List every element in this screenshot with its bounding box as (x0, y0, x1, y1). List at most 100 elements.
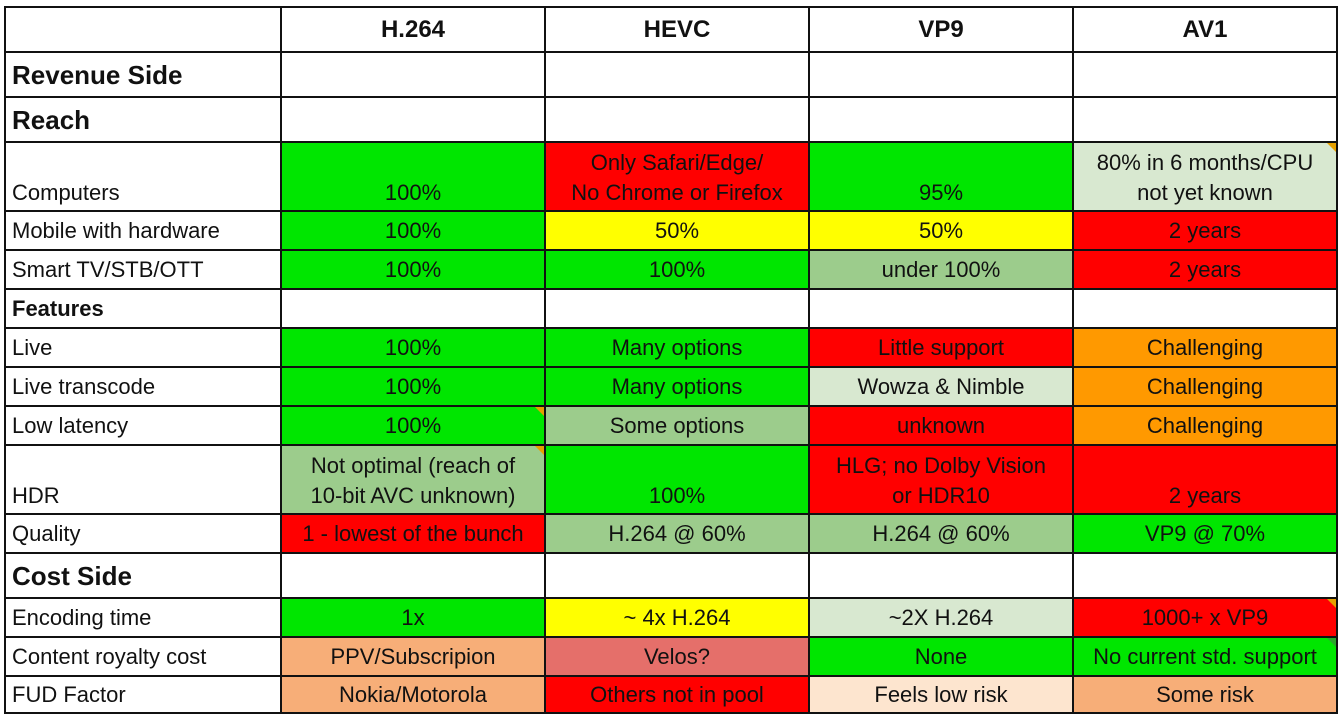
rating-cell: Challenging (1072, 366, 1338, 407)
row-label: Live (4, 327, 282, 368)
rating-cell: Nokia/Motorola (280, 675, 546, 714)
rating-cell: 50% (808, 210, 1074, 251)
cell-text: 100% (648, 483, 706, 508)
rating-cell (808, 288, 1074, 329)
rating-cell: 100% (544, 249, 810, 290)
rating-cell: Only Safari/Edge/ No Chrome or Firefox (544, 141, 810, 212)
rating-cell: under 100% (808, 249, 1074, 290)
table-row: Live transcode 100% Many options Wowza & Ni… (4, 366, 1338, 407)
cell-text: 100% (648, 256, 706, 282)
header-row: H.264 HEVC VP9 AV1 (4, 6, 1338, 53)
row-label: Smart TV/STB/OTT (4, 249, 282, 290)
rating-cell (544, 552, 810, 599)
cell-text: 2 years (1168, 217, 1242, 243)
cell-text: Others not in pool (590, 681, 764, 707)
rating-cell (280, 288, 546, 329)
comment-marker-icon[interactable] (1327, 144, 1335, 152)
cell-text: Not optimal (reach of 10-bit AVC unknown… (310, 453, 516, 508)
row-label: Content royalty cost (4, 636, 282, 677)
row-label: FUD Factor (4, 675, 282, 714)
cell-text: PPV/Subscripion (330, 643, 496, 669)
rating-cell (808, 51, 1074, 98)
cell-text: H.264 @ 60% (608, 520, 746, 546)
rating-cell: H.264 @ 60% (544, 513, 810, 554)
table-row: Cost Side (4, 552, 1338, 599)
rating-cell: 1 - lowest of the bunch (280, 513, 546, 554)
rating-cell: 2 years (1072, 210, 1338, 251)
table-row: Revenue Side (4, 51, 1338, 98)
rating-cell: Some options (544, 405, 810, 446)
rating-cell (808, 552, 1074, 599)
corner-cell (4, 6, 282, 53)
cell-text: Feels low risk (874, 681, 1008, 707)
cell-text: Challenging (1146, 373, 1264, 399)
row-label: Computers (4, 141, 282, 212)
cell-text: unknown (896, 412, 986, 438)
comment-marker-icon[interactable] (535, 408, 543, 416)
rating-cell: PPV/Subscripion (280, 636, 546, 677)
cell-text: VP9 @ 70% (1144, 520, 1266, 546)
row-label: Quality (4, 513, 282, 554)
cell-text: 1 - lowest of the bunch (302, 520, 524, 546)
comment-marker-icon[interactable] (1327, 639, 1335, 647)
cell-text: Nokia/Motorola (339, 681, 487, 707)
rating-cell: Little support (808, 327, 1074, 368)
comment-marker-icon[interactable] (1327, 600, 1335, 608)
rating-cell: 1000+ x VP9 (1072, 597, 1338, 638)
cell-text: 2 years (1168, 256, 1242, 282)
rating-cell: Velos? (544, 636, 810, 677)
cell-text: Little support (878, 334, 1004, 360)
rating-cell: None (808, 636, 1074, 677)
rating-cell: No current std. support (1072, 636, 1338, 677)
rating-cell: 100% (280, 327, 546, 368)
rating-cell (280, 96, 546, 143)
rating-cell: 2 years (1072, 444, 1338, 515)
cell-text: H.264 @ 60% (872, 520, 1010, 546)
rating-cell (1072, 96, 1338, 143)
row-label: HDR (4, 444, 282, 515)
rating-cell: 100% (544, 444, 810, 515)
cell-text: 80% in 6 months/CPU not yet known (1096, 150, 1314, 205)
rating-cell (1072, 552, 1338, 599)
rating-cell (544, 96, 810, 143)
rating-cell (280, 552, 546, 599)
cell-text: ~2X H.264 (888, 604, 994, 630)
table-row: Content royalty cost PPV/Subscripion Velos… (4, 636, 1338, 677)
cell-text: 100% (384, 334, 442, 360)
rating-cell: Wowza & Nimble (808, 366, 1074, 407)
cell-text: None (914, 643, 968, 669)
comment-marker-icon[interactable] (535, 447, 543, 455)
cell-text: No current std. support (1093, 643, 1317, 669)
cell-text: Velos? (643, 643, 711, 669)
row-label: Low latency (4, 405, 282, 446)
rating-cell: 2 years (1072, 249, 1338, 290)
cell-text: 1x (401, 604, 425, 630)
rating-cell: Challenging (1072, 405, 1338, 446)
cell-text: Many options (611, 373, 743, 399)
rating-cell (544, 51, 810, 98)
row-label: Live transcode (4, 366, 282, 407)
rating-cell (544, 288, 810, 329)
rating-cell (1072, 51, 1338, 98)
row-label: Reach (4, 96, 282, 143)
cell-text: Challenging (1146, 334, 1264, 360)
cell-text: Challenging (1146, 412, 1264, 438)
rating-cell: 95% (808, 141, 1074, 212)
cell-text: ~ 4x H.264 (623, 604, 731, 630)
rating-cell: 100% (280, 249, 546, 290)
cell-text: Some risk (1156, 681, 1254, 707)
rating-cell: 80% in 6 months/CPU not yet known (1072, 141, 1338, 212)
cell-text: 1000+ x VP9 (1141, 604, 1269, 630)
table-row: Reach (4, 96, 1338, 143)
cell-text: 100% (384, 256, 442, 282)
row-label: Revenue Side (4, 51, 282, 98)
table-row: FUD Factor Nokia/Motorola Others not in po… (4, 675, 1338, 714)
rating-cell: 100% (280, 405, 546, 446)
rating-cell: Not optimal (reach of 10-bit AVC unknown… (280, 444, 546, 515)
rating-cell: VP9 @ 70% (1072, 513, 1338, 554)
table-row: Quality 1 - lowest of the bunch H.264 @ 60… (4, 513, 1338, 554)
table-row: Live 100% Many options Little support Challe… (4, 327, 1338, 368)
table-row: Mobile with hardware 100% 50% 50% 2 years (4, 210, 1338, 251)
cell-text: 50% (918, 217, 964, 243)
table-row: Computers 100% Only Safari/Edge/ No Chrome… (4, 141, 1338, 212)
